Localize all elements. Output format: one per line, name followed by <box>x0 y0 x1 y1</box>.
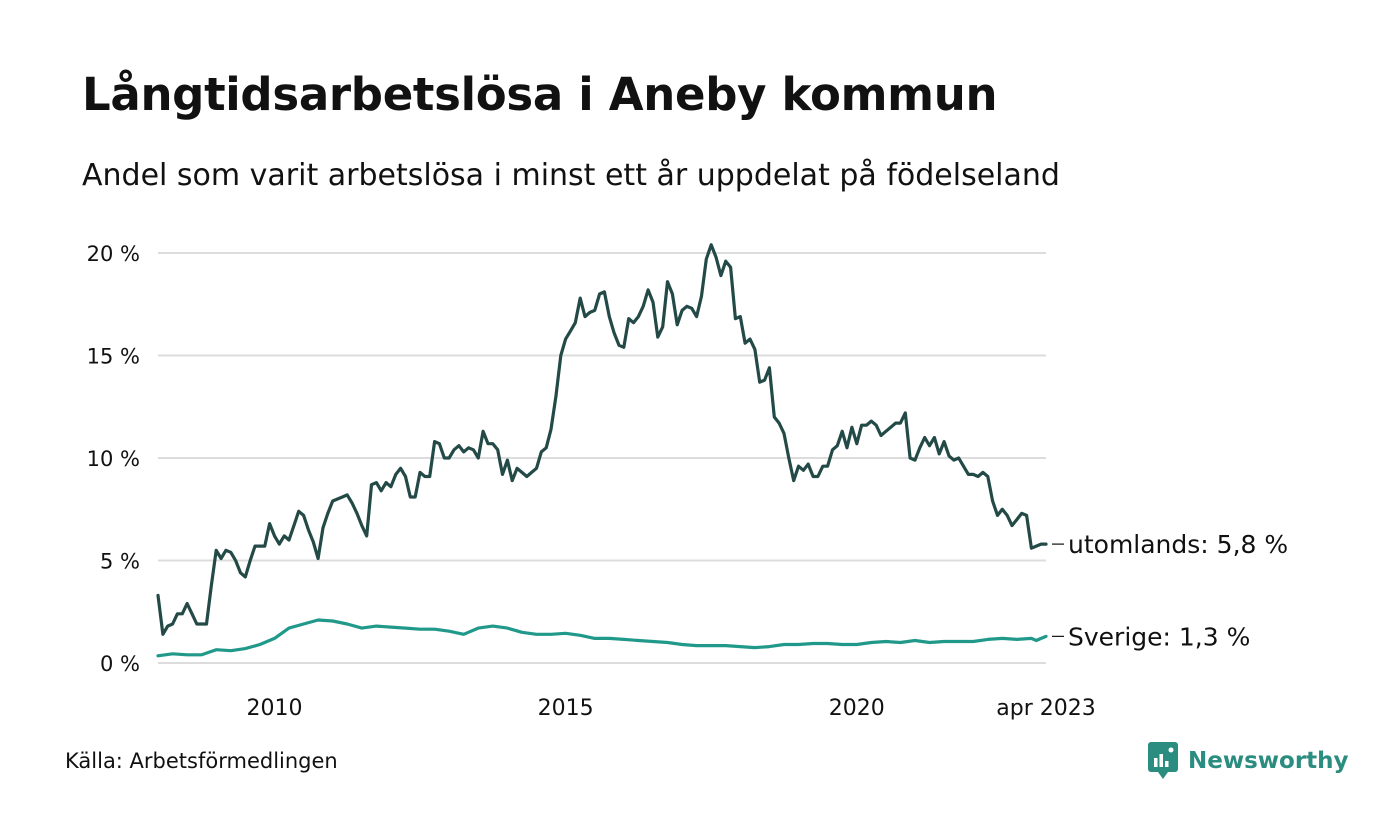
newsworthy-logo[interactable]: Newsworthy <box>1148 742 1349 780</box>
x-tick-label: apr 2023 <box>996 696 1095 721</box>
chart-title: Långtidsarbetslösa i Aneby kommun <box>82 68 998 121</box>
source-note: Källa: Arbetsförmedlingen <box>65 749 338 773</box>
series-end-label: utomlands: 5,8 % <box>1068 530 1288 559</box>
y-tick-label: 10 % <box>87 447 140 471</box>
y-tick-label: 20 % <box>87 242 140 266</box>
series-end-labels: utomlands: 5,8 % Sverige: 1,3 % <box>1052 530 1288 651</box>
series-lines <box>156 243 1048 658</box>
x-axis-ticks: 2010 2015 2020 apr 2023 <box>246 696 1095 721</box>
chart-subtitle: Andel som varit arbetslösa i minst ett å… <box>82 158 1060 193</box>
newsworthy-logo-icon <box>1148 742 1178 779</box>
series-line-utomlands <box>156 243 1048 636</box>
line-chart: 0 %5 %10 %15 %20 % 2010 2015 2020 apr 2023 … <box>87 242 1289 721</box>
y-tick-label: 0 % <box>100 652 140 676</box>
y-tick-label: 5 % <box>100 550 140 574</box>
brand-name: Newsworthy <box>1188 748 1349 774</box>
series-end-label: Sverige: 1,3 % <box>1068 622 1250 651</box>
y-axis-ticks: 0 % 5 % 10 % 15 % 20 % <box>87 242 140 676</box>
grid-lines <box>158 252 1046 664</box>
x-tick-label: 2015 <box>538 696 594 721</box>
y-tick-label: 15 % <box>87 345 140 369</box>
x-tick-label: 2010 <box>246 696 302 721</box>
x-tick-label: 2020 <box>829 696 885 721</box>
series-line-sverige <box>156 618 1048 658</box>
